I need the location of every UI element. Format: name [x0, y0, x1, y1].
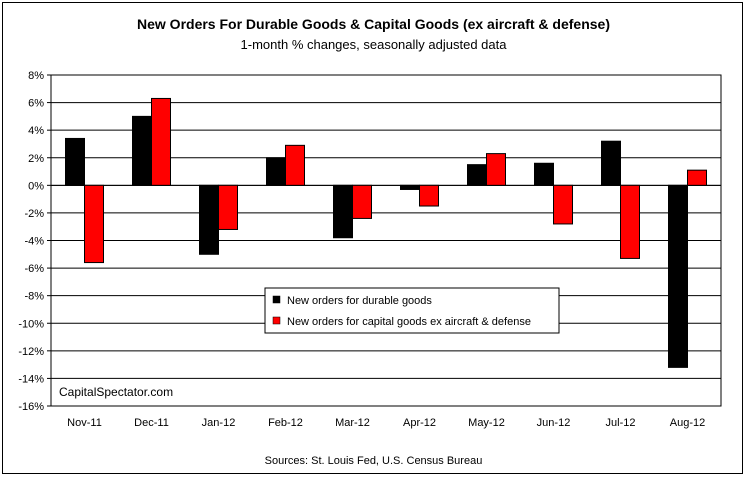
x-tick-label: Nov-11	[67, 417, 102, 429]
bar-durable-goods	[467, 164, 487, 186]
bar-durable-goods	[199, 184, 219, 255]
x-tick-label: Dec-11	[134, 417, 169, 429]
legend-swatch	[272, 316, 281, 325]
x-tick-label: Jul-12	[606, 417, 636, 429]
chart-frame: New Orders For Durable Goods & Capital G…	[2, 2, 743, 474]
x-tick-label: Jan-12	[202, 417, 236, 429]
y-tick-label: -4%	[24, 236, 44, 248]
watermark-text: CapitalSpectator.com	[59, 385, 173, 399]
bar-durable-goods	[400, 184, 420, 190]
bar-capital-goods	[352, 184, 372, 219]
bar-capital-goods	[687, 169, 707, 186]
chart-title: New Orders For Durable Goods & Capital G…	[137, 16, 610, 32]
y-tick-label: 0%	[28, 180, 44, 192]
legend-box	[264, 287, 560, 334]
bar-durable-goods	[132, 115, 152, 186]
bar-capital-goods	[285, 144, 305, 186]
y-tick-label: -2%	[24, 208, 44, 220]
bar-durable-goods	[534, 162, 554, 186]
y-tick-label: 2%	[28, 153, 44, 165]
bar-capital-goods	[419, 184, 439, 207]
legend: New orders for durable goods New orders f…	[264, 287, 560, 334]
x-tick-label: Apr-12	[403, 417, 436, 429]
bar-durable-goods	[266, 157, 286, 186]
x-tick-label: Mar-12	[335, 417, 370, 429]
bar-durable-goods	[65, 137, 85, 186]
legend-swatch	[272, 295, 281, 304]
x-tick-label: Feb-12	[268, 417, 303, 429]
bar-capital-goods	[620, 184, 640, 259]
bar-durable-goods	[333, 184, 353, 239]
bar-capital-goods	[553, 184, 573, 225]
bar-durable-goods	[601, 140, 621, 186]
source-note: Sources: St. Louis Fed, U.S. Census Bure…	[264, 455, 483, 467]
bar-chart: 8% 6% 4% 2% 0% -2% -4% -6% -8% -10% -12% -14% -16% No…	[18, 70, 722, 429]
y-tick-label: -6%	[24, 263, 44, 275]
y-tick-label: -12%	[18, 346, 44, 358]
x-tick-label: May-12	[468, 417, 505, 429]
y-tick-label: 4%	[28, 125, 44, 137]
y-tick-label: -16%	[18, 401, 44, 413]
y-tick-label: -10%	[18, 318, 44, 330]
bar-capital-goods	[486, 153, 506, 186]
y-tick-label: 8%	[28, 70, 44, 82]
y-tick-label: -8%	[24, 291, 44, 303]
bar-capital-goods	[84, 184, 104, 264]
chart-subtitle: 1-month % changes, seasonally adjusted d…	[240, 37, 507, 52]
bar-capital-goods	[218, 184, 238, 230]
y-tick-label: -14%	[18, 373, 44, 385]
legend-label: New orders for capital goods ex aircraft…	[287, 316, 531, 328]
x-tick-label: Aug-12	[670, 417, 705, 429]
y-tick-label: 6%	[28, 98, 44, 110]
legend-label: New orders for durable goods	[287, 295, 432, 307]
x-tick-label: Jun-12	[537, 417, 571, 429]
bar-durable-goods	[668, 184, 688, 368]
bar-capital-goods	[151, 97, 171, 186]
